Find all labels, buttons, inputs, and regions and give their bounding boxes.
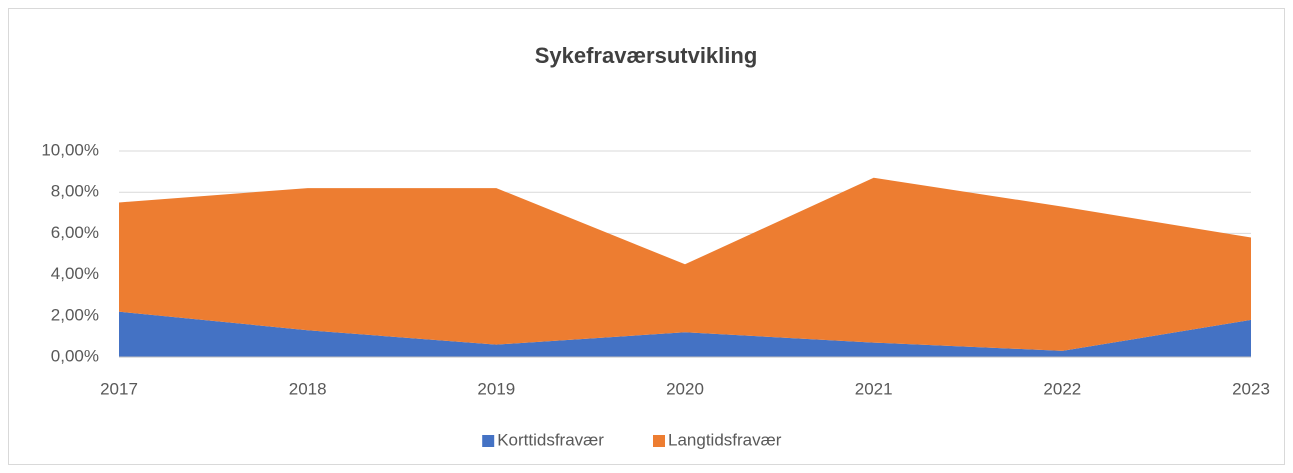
x-tick-label: 2017: [100, 379, 138, 398]
y-tick-label: 2,00%: [51, 305, 99, 324]
legend-swatch: [653, 435, 665, 447]
x-tick-label: 2018: [289, 379, 327, 398]
x-tick-label: 2021: [855, 379, 893, 398]
legend-label: Korttidsfravær: [497, 430, 604, 449]
area: [119, 177, 1251, 351]
x-tick-label: 2022: [1043, 379, 1081, 398]
x-tick-label: 2019: [477, 379, 515, 398]
y-tick-label: 0,00%: [51, 346, 99, 365]
area: [119, 311, 1251, 357]
y-tick-label: 6,00%: [51, 223, 99, 242]
chart-title: Sykefraværsutvikling: [535, 43, 758, 68]
x-tick-label: 2023: [1232, 379, 1270, 398]
legend-swatch: [482, 435, 495, 447]
x-tick-label: 2020: [666, 379, 704, 398]
legend-label: Langtidsfravær: [668, 430, 782, 449]
y-tick-label: 8,00%: [51, 182, 99, 201]
y-tick-label: 4,00%: [51, 264, 99, 283]
y-tick-label: 10,00%: [41, 140, 99, 159]
